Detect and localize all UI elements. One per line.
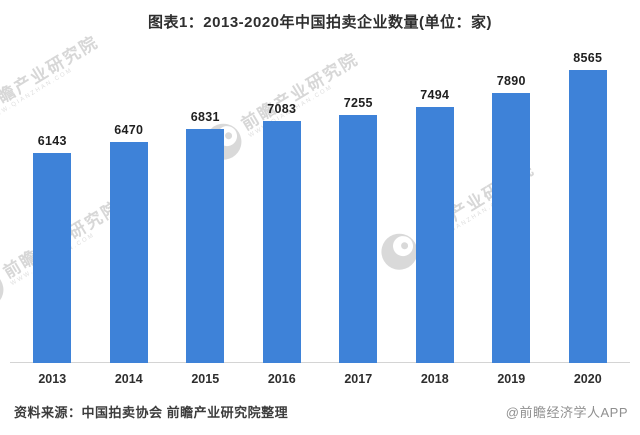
x-axis-tick-label: 2013 — [38, 372, 67, 386]
bar — [109, 142, 148, 363]
bar-group: 7494 — [397, 43, 474, 363]
bar — [568, 70, 607, 363]
chart-title: 图表1：2013-2020年中国拍卖企业数量(单位：家) — [147, 14, 493, 31]
bar — [186, 129, 225, 363]
bar-group: 7890 — [473, 43, 550, 363]
x-axis-tick-label: 2018 — [420, 372, 449, 386]
qianzhan-logo-icon — [0, 265, 11, 315]
bar-value-label: 6470 — [114, 123, 144, 137]
bar-group: 6831 — [167, 43, 244, 363]
x-axis-tick-label: 2016 — [267, 372, 296, 386]
bar-group: 6470 — [91, 43, 168, 363]
bar-value-label: 6831 — [190, 110, 220, 124]
bar-value-label: 7890 — [496, 74, 526, 88]
bar-value-label: 6143 — [37, 134, 67, 148]
x-axis-tick-label: 2014 — [114, 372, 143, 386]
bar — [262, 121, 301, 363]
bar — [492, 93, 531, 363]
x-axis-tick-label: 2017 — [344, 372, 373, 386]
x-axis-line — [10, 362, 630, 363]
bar-group: 6143 — [14, 43, 91, 363]
bar-value-label: 7255 — [343, 96, 373, 110]
x-axis-labels: 2013 2014 2015 2016 2017 2018 2019 2020 — [14, 372, 626, 386]
bar-columns: 6143 6470 6831 7083 7255 7494 7890 8565 — [14, 43, 626, 363]
bar — [33, 153, 72, 363]
bar-group: 7083 — [244, 43, 321, 363]
bar-value-label: 7083 — [267, 102, 297, 116]
x-axis-tick-label: 2015 — [191, 372, 220, 386]
credit-note: @前瞻经济学人APP — [505, 405, 628, 420]
x-axis-tick-label: 2019 — [497, 372, 526, 386]
bar-value-label: 8565 — [573, 51, 603, 65]
bar-group: 7255 — [320, 43, 397, 363]
source-note: 资料来源：中国拍卖协会 前瞻产业研究院整理 — [14, 405, 289, 420]
bar-group: 8565 — [550, 43, 627, 363]
bar — [415, 107, 454, 363]
bar — [339, 115, 378, 363]
x-axis-tick-label: 2020 — [573, 372, 602, 386]
bar-value-label: 7494 — [420, 88, 450, 102]
